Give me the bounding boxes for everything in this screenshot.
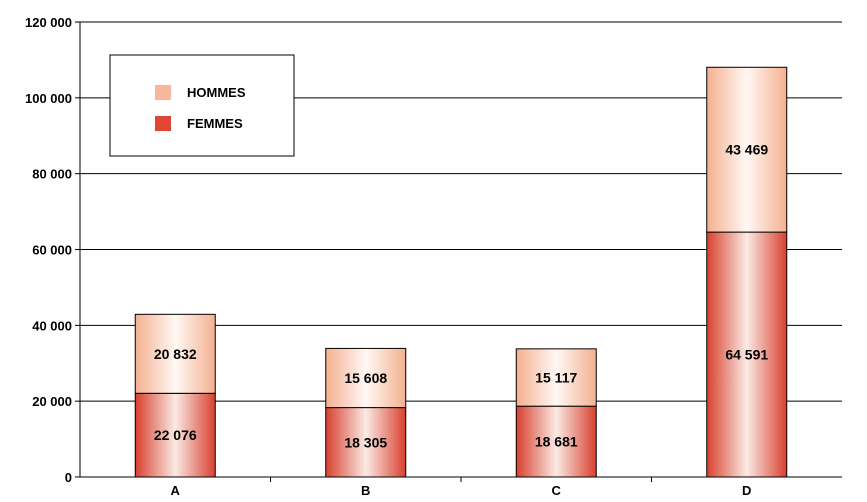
data-label-femmes-a: 22 076 (154, 427, 197, 443)
bar-femmes-d (706, 231, 788, 478)
x-tick-label-b: B (361, 483, 370, 498)
data-label-femmes-c: 18 681 (535, 434, 578, 450)
y-tick-label: 40 000 (32, 318, 72, 333)
data-label-femmes-b: 18 305 (344, 434, 387, 450)
x-tick-label-d: D (742, 483, 751, 498)
data-label-hommes-a: 20 832 (154, 346, 197, 362)
legend-box (109, 54, 295, 157)
bar-hommes-d (706, 66, 788, 233)
y-tick-label: 100 000 (25, 91, 72, 106)
x-tick-label-a: A (171, 483, 181, 498)
legend-swatch-hommes (155, 85, 171, 100)
data-label-hommes-d: 43 469 (725, 142, 768, 158)
bars (134, 66, 788, 478)
y-tick-label: 0 (65, 470, 72, 485)
legend: HOMMES FEMMES (109, 54, 295, 157)
data-label-femmes-d: 64 591 (725, 347, 768, 363)
x-tick-label-c: C (552, 483, 562, 498)
legend-swatch-femmes (155, 116, 171, 131)
legend-label-hommes: HOMMES (187, 85, 246, 100)
y-tick-label: 80 000 (32, 167, 72, 182)
data-label-hommes-c: 15 117 (535, 370, 577, 386)
data-label-hommes-b: 15 608 (344, 370, 387, 386)
bar-femmes-b (325, 407, 407, 478)
data-labels: 22 076 20 832 18 305 15 608 18 681 15 117 64 5… (154, 142, 769, 451)
bar-femmes-c (515, 405, 597, 478)
bar-hommes-c (515, 348, 597, 407)
legend-label-femmes: FEMMES (187, 116, 243, 131)
y-tick-label: 120 000 (25, 15, 72, 30)
bar-hommes-b (325, 347, 407, 409)
y-tick-label: 20 000 (32, 394, 72, 409)
y-tick-label: 60 000 (32, 243, 72, 258)
bar-hommes-a (134, 313, 216, 394)
